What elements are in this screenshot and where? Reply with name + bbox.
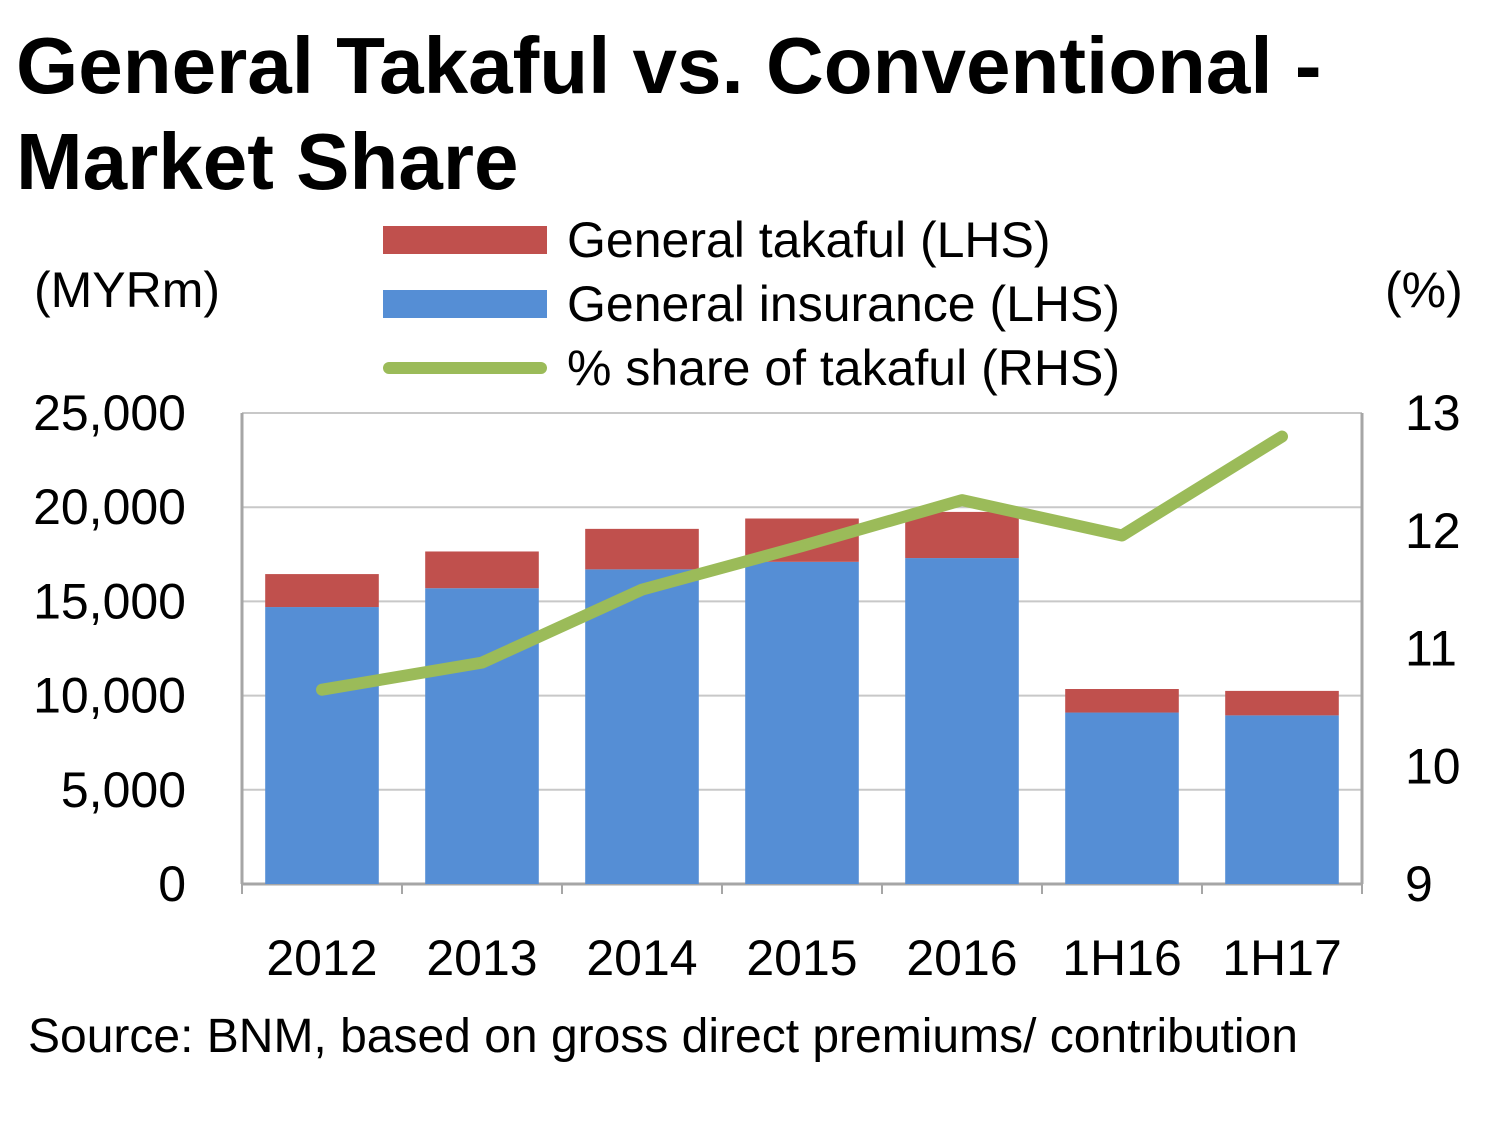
y-tick-label-left: 15,000 (33, 573, 186, 629)
y-tick-label-left: 20,000 (33, 479, 186, 535)
source-note: Source: BNM, based on gross direct premi… (28, 1010, 1298, 1063)
legend-label-general-takaful: General takaful (LHS) (567, 212, 1051, 268)
line-point-takaful-share (478, 658, 486, 667)
bar-general-insurance (905, 558, 1019, 884)
chart-title: General Takaful vs. Conventional - Marke… (16, 21, 1322, 206)
line-point-takaful-share (638, 585, 646, 594)
x-tick-label: 2012 (266, 930, 377, 986)
y-tick-label-right: 9 (1405, 856, 1433, 912)
bar-general-insurance (1065, 712, 1179, 884)
legend: General takaful (LHS) General insurance … (383, 208, 1120, 400)
x-tick-label: 1H16 (1062, 930, 1182, 986)
line-point-takaful-share (958, 496, 966, 505)
y-tick-label-left: 10,000 (33, 668, 186, 724)
legend-swatch-takaful-share (383, 362, 547, 374)
bar-general-takaful (905, 511, 1019, 559)
legend-swatch-general-takaful (383, 226, 547, 254)
y-tick-label-right: 10 (1405, 738, 1461, 794)
bar-general-insurance (745, 561, 859, 884)
line-point-takaful-share (318, 685, 326, 694)
y-tick-label-left: 25,000 (33, 385, 186, 441)
legend-label-general-insurance: General insurance (LHS) (567, 276, 1121, 332)
bar-general-takaful (1225, 690, 1339, 716)
x-tick-label: 1H17 (1222, 930, 1342, 986)
line-point-takaful-share (1118, 531, 1126, 540)
line-point-takaful-share (798, 542, 806, 551)
x-tick-label: 2014 (586, 930, 697, 986)
left-axis-unit: (MYRm) (34, 262, 221, 318)
x-tick-label: 2015 (746, 930, 857, 986)
legend-label-takaful-share: % share of takaful (RHS) (567, 340, 1120, 396)
y-tick-label-right: 13 (1405, 385, 1461, 441)
bar-general-takaful (1065, 689, 1179, 713)
legend-item-takaful-share: % share of takaful (RHS) (383, 336, 1120, 400)
y-tick-label-left: 5,000 (61, 762, 186, 818)
bar-general-insurance (585, 569, 699, 884)
y-tick-label-left: 0 (158, 856, 186, 912)
bar-general-insurance (265, 607, 379, 884)
y-tick-label-right: 11 (1405, 621, 1457, 677)
y-tick-label-right: 12 (1405, 503, 1461, 559)
x-tick-label: 2013 (426, 930, 537, 986)
legend-item-general-takaful: General takaful (LHS) (383, 208, 1120, 272)
bar-general-takaful (265, 574, 379, 608)
x-tick-label: 2016 (906, 930, 1017, 986)
legend-swatch-general-insurance (383, 290, 547, 318)
bar-general-insurance (1225, 715, 1339, 884)
line-point-takaful-share (1278, 432, 1286, 441)
right-axis-unit: (%) (1385, 262, 1463, 318)
bar-general-insurance (425, 588, 539, 884)
bar-general-takaful (425, 551, 539, 589)
bar-general-takaful (585, 528, 699, 570)
legend-item-general-insurance: General insurance (LHS) (383, 272, 1120, 336)
